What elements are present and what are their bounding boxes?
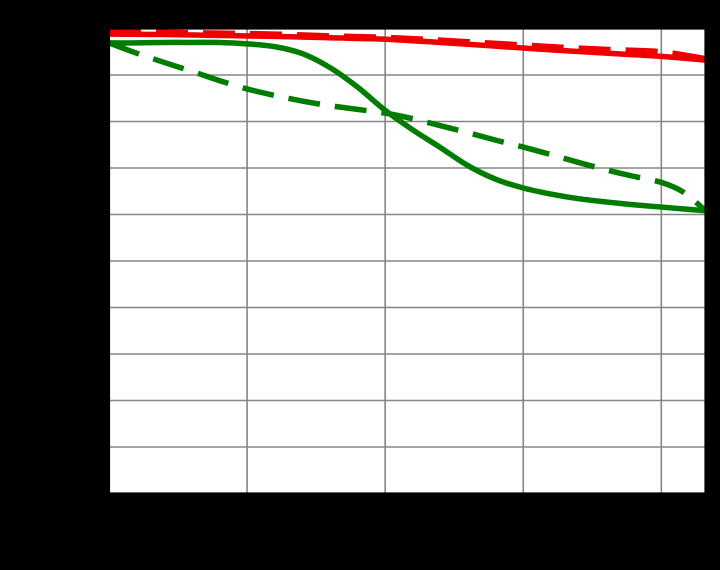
series-red-dashed-line — [108, 29, 706, 62]
plot-frame — [107, 27, 707, 495]
series-green-solid-line — [108, 39, 706, 214]
series-green-dashed-line — [108, 40, 708, 213]
